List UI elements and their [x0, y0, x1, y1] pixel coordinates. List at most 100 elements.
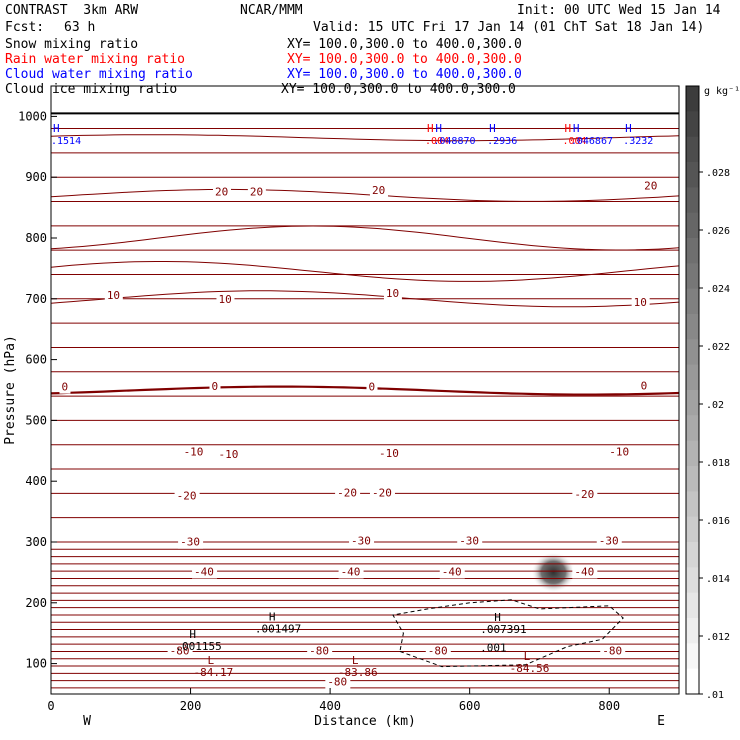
- colorbar-tick-label: .026: [706, 226, 730, 237]
- wavy-contour: [51, 290, 679, 308]
- colorbar-unit: g kg⁻¹: [704, 86, 740, 97]
- contour-label-bg: [366, 381, 378, 394]
- contour-label-bg: [383, 287, 402, 300]
- contour-label: 0: [641, 379, 648, 392]
- surface-marker: H: [435, 122, 442, 135]
- colorbar-segment: [686, 390, 699, 416]
- x-axis-label: Distance (km): [314, 714, 416, 729]
- extremum-marker: L: [352, 654, 359, 667]
- contour-label: -10: [184, 446, 204, 459]
- colorbar-segment: [686, 516, 699, 543]
- wavy-contour: [51, 134, 679, 142]
- surface-marker-value: .1514: [51, 136, 81, 147]
- extremum-value: .001497: [255, 623, 301, 636]
- contour-label-bg: [439, 566, 465, 579]
- extremum-value: -84.17: [193, 666, 233, 679]
- contour-label: -40: [341, 565, 361, 578]
- x-tick-label: 400: [319, 699, 341, 713]
- surface-marker-value: .004: [562, 136, 586, 147]
- contour-label: 10: [386, 287, 399, 300]
- contour-label: 20: [644, 179, 657, 192]
- legend-snow-xy: XY= 100.0,300.0 to 400.0,300.0: [287, 37, 522, 52]
- contour-label-bg: [376, 447, 402, 460]
- wavy-contour: [51, 261, 679, 282]
- y-axis-label: Pressure (hPa): [3, 335, 18, 445]
- contour-label: -30: [180, 536, 200, 549]
- contour-label: -80: [602, 644, 622, 657]
- contour-label-bg: [642, 180, 661, 193]
- colorbar-segment: [686, 567, 699, 594]
- contour-label: 20: [372, 184, 385, 197]
- contour-label: 0: [61, 381, 68, 394]
- y-tick-label: 800: [25, 231, 47, 245]
- colorbar-segment: [686, 643, 699, 670]
- contour-label: 20: [215, 185, 228, 198]
- contour-label-bg: [325, 676, 351, 689]
- colorbar-segment: [686, 491, 699, 518]
- contour-label: -80: [428, 644, 448, 657]
- init-time: Init: 00 UTC Wed 15 Jan 14: [517, 3, 721, 18]
- y-tick-label: 600: [25, 353, 47, 367]
- wavy-contour: [51, 188, 679, 202]
- contour-label-bg: [638, 380, 650, 393]
- y-tick-label: 1000: [18, 109, 47, 123]
- colorbar-segment: [686, 314, 699, 340]
- east-label: E: [657, 714, 665, 729]
- colorbar-segment: [686, 136, 699, 163]
- colorbar-tick-label: .02: [706, 400, 724, 411]
- extremum-value: -83.86: [338, 666, 378, 679]
- colorbar-segment: [686, 466, 699, 492]
- contour-label: -30: [599, 534, 619, 547]
- valid-time: Valid: 15 UTC Fri 17 Jan 14 (01 ChT Sat …: [313, 20, 705, 35]
- colorbar-tick-label: .024: [706, 284, 730, 295]
- y-tick-label: 500: [25, 413, 47, 427]
- contour-label: 20: [250, 185, 263, 198]
- contour-label: -30: [351, 534, 371, 547]
- x-tick-label: 600: [459, 699, 481, 713]
- contour-label: 10: [107, 289, 120, 302]
- colorbar-segment: [686, 668, 699, 695]
- contour-label: -20: [574, 488, 594, 501]
- extremum-marker: L: [207, 654, 214, 667]
- colorbar-segment: [686, 288, 699, 315]
- contour-label: -40: [194, 565, 214, 578]
- contour-label-bg: [369, 185, 388, 198]
- extremum-value: .007391: [480, 623, 526, 636]
- surface-marker: H: [573, 122, 580, 135]
- surface-marker: H: [489, 122, 496, 135]
- contour-label: 10: [634, 296, 647, 309]
- y-tick-label: 900: [25, 170, 47, 184]
- colorbar-segment: [686, 592, 699, 619]
- colorbar-segment: [686, 263, 699, 290]
- colorbar-tick-label: .028: [706, 168, 730, 179]
- contour-label: -80: [309, 644, 329, 657]
- colorbar-tick-label: .012: [706, 632, 730, 643]
- colorbar-segment: [686, 618, 699, 644]
- contour-label-bg: [216, 294, 235, 307]
- x-tick-label: 200: [180, 699, 202, 713]
- contour-label-bg: [59, 381, 71, 394]
- extremum-value: -84.56: [510, 662, 550, 675]
- contour-label: -20: [177, 489, 197, 502]
- forecast-label: Fcst:: [5, 20, 45, 35]
- contour-label: -10: [379, 447, 399, 460]
- colorbar-segment: [686, 86, 699, 112]
- colorbar-segment: [686, 162, 699, 188]
- colorbar-segment: [686, 364, 699, 391]
- contour-label-bg: [247, 186, 266, 199]
- colorbar-segment: [686, 187, 699, 214]
- colorbar-tick-label: .018: [706, 458, 730, 469]
- legend-rain: Rain water mixing ratio: [5, 52, 186, 67]
- colorbar-segment: [686, 415, 699, 442]
- colorbar-tick-label: .014: [706, 574, 730, 585]
- contour-label: -40: [574, 565, 594, 578]
- contour-label: -30: [459, 534, 479, 547]
- contour-label-bg: [104, 289, 123, 302]
- colorbar-tick-label: .016: [706, 516, 730, 527]
- plot-frame: [50, 85, 680, 695]
- contour-label-bg: [572, 489, 598, 502]
- x-tick-label: 800: [598, 699, 620, 713]
- legend-snow: Snow mixing ratio: [5, 37, 139, 52]
- contour-label-bg: [607, 446, 633, 459]
